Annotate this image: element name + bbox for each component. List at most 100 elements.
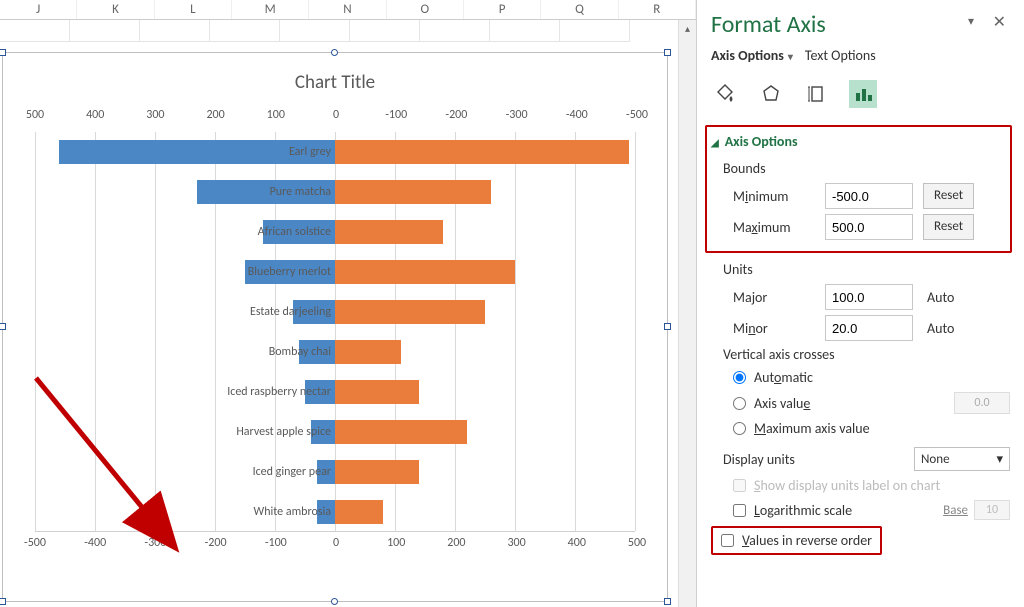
bar-row: Blueberry merlot	[35, 260, 635, 284]
resize-handle[interactable]	[331, 49, 338, 56]
resize-handle[interactable]	[664, 323, 671, 330]
axis-tick: -300	[144, 536, 166, 550]
resize-handle[interactable]	[664, 49, 671, 56]
reverse-order-checkbox[interactable]: Values in reverse order	[721, 532, 872, 549]
maximum-input[interactable]	[825, 214, 913, 240]
axis-tick: 500	[628, 536, 646, 550]
axis-tick: 300	[146, 108, 164, 122]
effects-icon[interactable]	[757, 80, 785, 108]
category-label: Earl grey	[289, 140, 335, 164]
resize-handle[interactable]	[0, 323, 6, 330]
bar-positive[interactable]	[335, 180, 491, 204]
axis-options-icon[interactable]	[849, 80, 877, 108]
bar-positive[interactable]	[335, 140, 629, 164]
col-header[interactable]: R	[619, 0, 696, 19]
show-units-checkbox: Show display units label on chart	[733, 477, 1010, 494]
axis-tick: 400	[86, 108, 104, 122]
fill-icon[interactable]	[711, 80, 739, 108]
major-input[interactable]	[825, 284, 913, 310]
axis-tick: -400	[566, 108, 588, 122]
plot-area[interactable]: Earl grey Pure matcha African solstice Blue…	[35, 132, 635, 532]
section-axis-options[interactable]: ◢Axis Options	[711, 133, 1006, 150]
col-header[interactable]: N	[309, 0, 386, 19]
base-label: Base	[943, 503, 968, 518]
grid-row	[0, 20, 676, 42]
log-scale-checkbox[interactable]: Logarithmic scale Base10	[733, 500, 1010, 520]
bottom-axis[interactable]: -500-400-300-200-1000100200300400500	[35, 536, 635, 554]
radio-max-axis[interactable]: Maximum axis value	[733, 420, 1010, 437]
minor-input[interactable]	[825, 315, 913, 341]
chart-object[interactable]: Chart Title 500 400 300 200 100 0 -100 -200 -300…	[2, 52, 668, 602]
col-header[interactable]: J	[0, 0, 77, 19]
axis-value-box: 0.0	[954, 392, 1010, 414]
axis-tick: -100	[265, 536, 287, 550]
bar-row: Earl grey	[35, 140, 635, 164]
axis-tick: -200	[445, 108, 467, 122]
close-icon[interactable]: ✕	[993, 12, 1006, 32]
top-axis[interactable]: 5004003002001000-100-200-300-400-500	[3, 108, 667, 126]
bar-positive[interactable]	[335, 420, 467, 444]
scroll-up-icon[interactable]: ▴	[679, 20, 696, 38]
major-label: Major	[733, 289, 825, 306]
bar-positive[interactable]	[335, 300, 485, 324]
radio-automatic-input[interactable]	[733, 371, 746, 384]
radio-axis-value[interactable]: Axis value0.0	[733, 392, 1010, 414]
resize-handle[interactable]	[664, 598, 671, 605]
axis-tick: 100	[387, 536, 405, 550]
highlight-reverse-box: Values in reverse order	[711, 526, 882, 555]
bar-positive[interactable]	[335, 500, 383, 524]
axis-tick: -100	[385, 108, 407, 122]
col-header[interactable]: K	[77, 0, 154, 19]
panel-icon-row	[711, 74, 1010, 121]
reset-max-button[interactable]: Reset	[923, 214, 974, 240]
col-header[interactable]: Q	[541, 0, 618, 19]
axis-tick: 100	[267, 108, 285, 122]
tab-axis-options-label: Axis Options	[711, 47, 784, 64]
resize-handle[interactable]	[0, 49, 6, 56]
size-icon[interactable]	[803, 80, 831, 108]
panel-menu-icon[interactable]: ▾	[968, 14, 974, 29]
category-label: White ambrosia	[254, 500, 335, 524]
axis-tick: 200	[447, 536, 465, 550]
display-units-label: Display units	[723, 451, 795, 468]
radio-automatic[interactable]: Automatic	[733, 369, 1010, 386]
axis-tick: -300	[506, 108, 528, 122]
bar-row: Bombay chai	[35, 340, 635, 364]
col-header[interactable]: P	[464, 0, 541, 19]
bar-row: White ambrosia	[35, 500, 635, 524]
resize-handle[interactable]	[0, 598, 6, 605]
tab-text-options[interactable]: Text Options	[805, 47, 876, 64]
bar-positive[interactable]	[335, 260, 515, 284]
axis-tick: 400	[568, 536, 586, 550]
units-label: Units	[723, 261, 1010, 278]
col-header[interactable]: L	[155, 0, 232, 19]
axis-tick: 0	[333, 536, 339, 550]
maximum-label: Maximum	[733, 219, 825, 236]
vertical-scrollbar[interactable]: ▴	[678, 20, 696, 607]
bar-row: Iced ginger pear	[35, 460, 635, 484]
worksheet[interactable]: J K L M N O P Q R Chart Title 500 400 300 2…	[0, 0, 696, 607]
category-label: African solstice	[258, 220, 335, 244]
bar-positive[interactable]	[335, 220, 443, 244]
axis-tick: 0	[333, 108, 339, 122]
bar-positive[interactable]	[335, 460, 419, 484]
radio-axisvalue-input[interactable]	[733, 397, 746, 410]
tab-axis-options[interactable]: Axis Options▾	[711, 47, 793, 64]
radio-max-input[interactable]	[733, 422, 746, 435]
bar-row: Pure matcha	[35, 180, 635, 204]
reverse-order-input[interactable]	[721, 534, 734, 547]
bar-positive[interactable]	[335, 380, 419, 404]
minimum-input[interactable]	[825, 183, 913, 209]
bar-row: Estate darjeeling	[35, 300, 635, 324]
bar-positive[interactable]	[335, 340, 401, 364]
category-label: Bombay chai	[269, 340, 335, 364]
col-header[interactable]: M	[232, 0, 309, 19]
chart-title[interactable]: Chart Title	[3, 71, 667, 94]
resize-handle[interactable]	[331, 598, 338, 605]
category-label: Iced ginger pear	[253, 460, 335, 484]
display-units-select[interactable]: None▾	[914, 447, 1010, 471]
log-scale-input[interactable]	[733, 504, 746, 517]
col-header[interactable]: O	[387, 0, 464, 19]
highlight-bounds-box: ◢Axis Options Bounds Minimum Reset Maxim…	[705, 125, 1012, 253]
reset-min-button[interactable]: Reset	[923, 183, 974, 209]
